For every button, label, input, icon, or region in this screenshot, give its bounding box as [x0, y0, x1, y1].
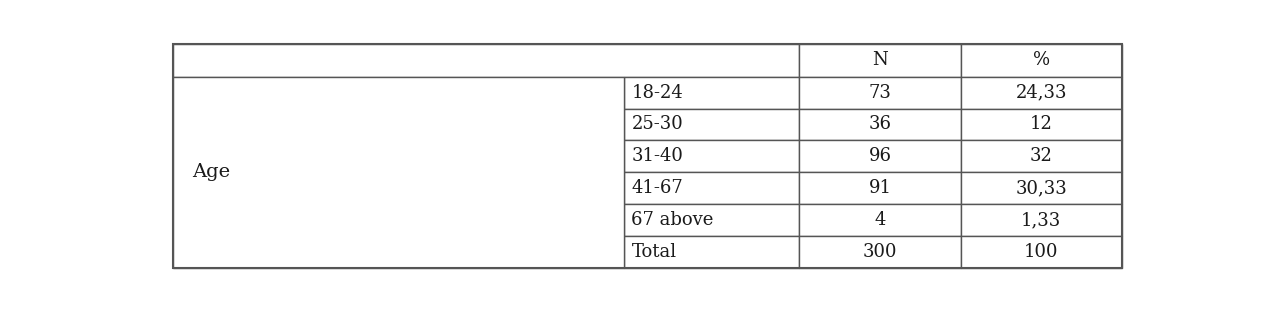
Bar — [799, 204, 961, 236]
Text: 4: 4 — [874, 211, 885, 229]
Bar — [961, 44, 1122, 77]
Bar — [799, 108, 961, 140]
Bar — [173, 77, 624, 268]
Bar — [624, 172, 799, 204]
Text: 1,33: 1,33 — [1022, 211, 1061, 229]
Bar — [799, 77, 961, 108]
Text: 36: 36 — [869, 116, 892, 133]
Text: 100: 100 — [1024, 243, 1058, 261]
Bar — [961, 204, 1122, 236]
Text: Age: Age — [192, 163, 230, 181]
Text: 73: 73 — [869, 83, 892, 102]
Text: N: N — [871, 51, 888, 70]
Text: 300: 300 — [863, 243, 897, 261]
Bar — [799, 140, 961, 172]
Text: 31-40: 31-40 — [632, 147, 683, 165]
Text: Total: Total — [632, 243, 677, 261]
Bar — [799, 44, 961, 77]
Bar — [624, 236, 799, 268]
Bar — [961, 236, 1122, 268]
Text: 32: 32 — [1029, 147, 1053, 165]
Bar — [961, 108, 1122, 140]
Text: 30,33: 30,33 — [1015, 179, 1067, 197]
Text: 12: 12 — [1029, 116, 1053, 133]
Text: 96: 96 — [869, 147, 892, 165]
Bar — [624, 204, 799, 236]
Text: 41-67: 41-67 — [632, 179, 683, 197]
Bar — [624, 108, 799, 140]
Bar — [961, 172, 1122, 204]
Bar — [624, 140, 799, 172]
Text: 25-30: 25-30 — [632, 116, 683, 133]
Text: %: % — [1033, 51, 1050, 70]
Bar — [961, 140, 1122, 172]
Bar — [624, 77, 799, 108]
Text: 24,33: 24,33 — [1015, 83, 1067, 102]
Bar — [961, 77, 1122, 108]
Bar — [799, 236, 961, 268]
Bar — [799, 172, 961, 204]
Text: 18-24: 18-24 — [632, 83, 683, 102]
Text: 91: 91 — [869, 179, 892, 197]
Bar — [173, 44, 799, 77]
Text: 67 above: 67 above — [632, 211, 714, 229]
